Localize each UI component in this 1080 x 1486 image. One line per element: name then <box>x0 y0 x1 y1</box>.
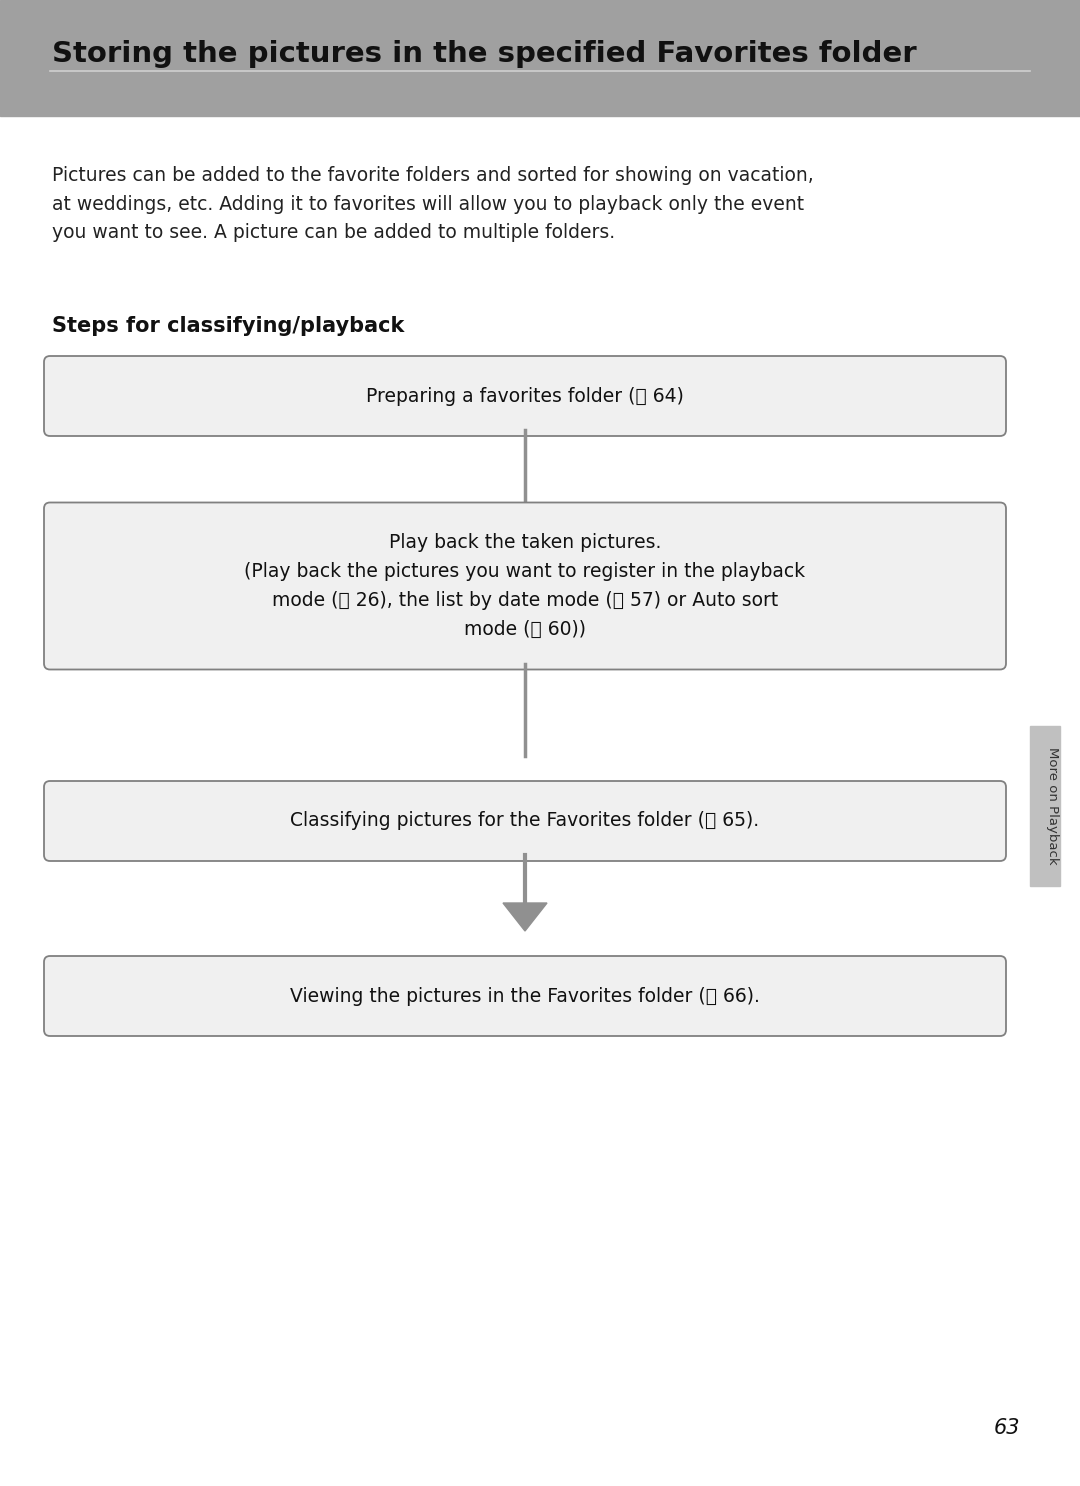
Text: More on Playback: More on Playback <box>1047 747 1059 865</box>
Text: Preparing a favorites folder (Ⓢ 64): Preparing a favorites folder (Ⓢ 64) <box>366 386 684 406</box>
FancyBboxPatch shape <box>44 782 1005 860</box>
Bar <box>0 0 1080 116</box>
Text: Steps for classifying/playback: Steps for classifying/playback <box>52 317 404 336</box>
Text: Storing the pictures in the specified Favorites folder: Storing the pictures in the specified Fa… <box>52 40 917 68</box>
Text: Play back the taken pictures.
(Play back the pictures you want to register in th: Play back the taken pictures. (Play back… <box>244 533 806 639</box>
Bar <box>1030 727 1059 886</box>
Text: Classifying pictures for the Favorites folder (Ⓢ 65).: Classifying pictures for the Favorites f… <box>291 811 759 831</box>
FancyBboxPatch shape <box>44 955 1005 1036</box>
Polygon shape <box>503 903 546 932</box>
Text: 63: 63 <box>994 1418 1020 1438</box>
FancyBboxPatch shape <box>44 502 1005 670</box>
Text: Pictures can be added to the favorite folders and sorted for showing on vacation: Pictures can be added to the favorite fo… <box>52 166 813 242</box>
Text: Viewing the pictures in the Favorites folder (Ⓢ 66).: Viewing the pictures in the Favorites fo… <box>291 987 760 1006</box>
FancyBboxPatch shape <box>44 357 1005 435</box>
